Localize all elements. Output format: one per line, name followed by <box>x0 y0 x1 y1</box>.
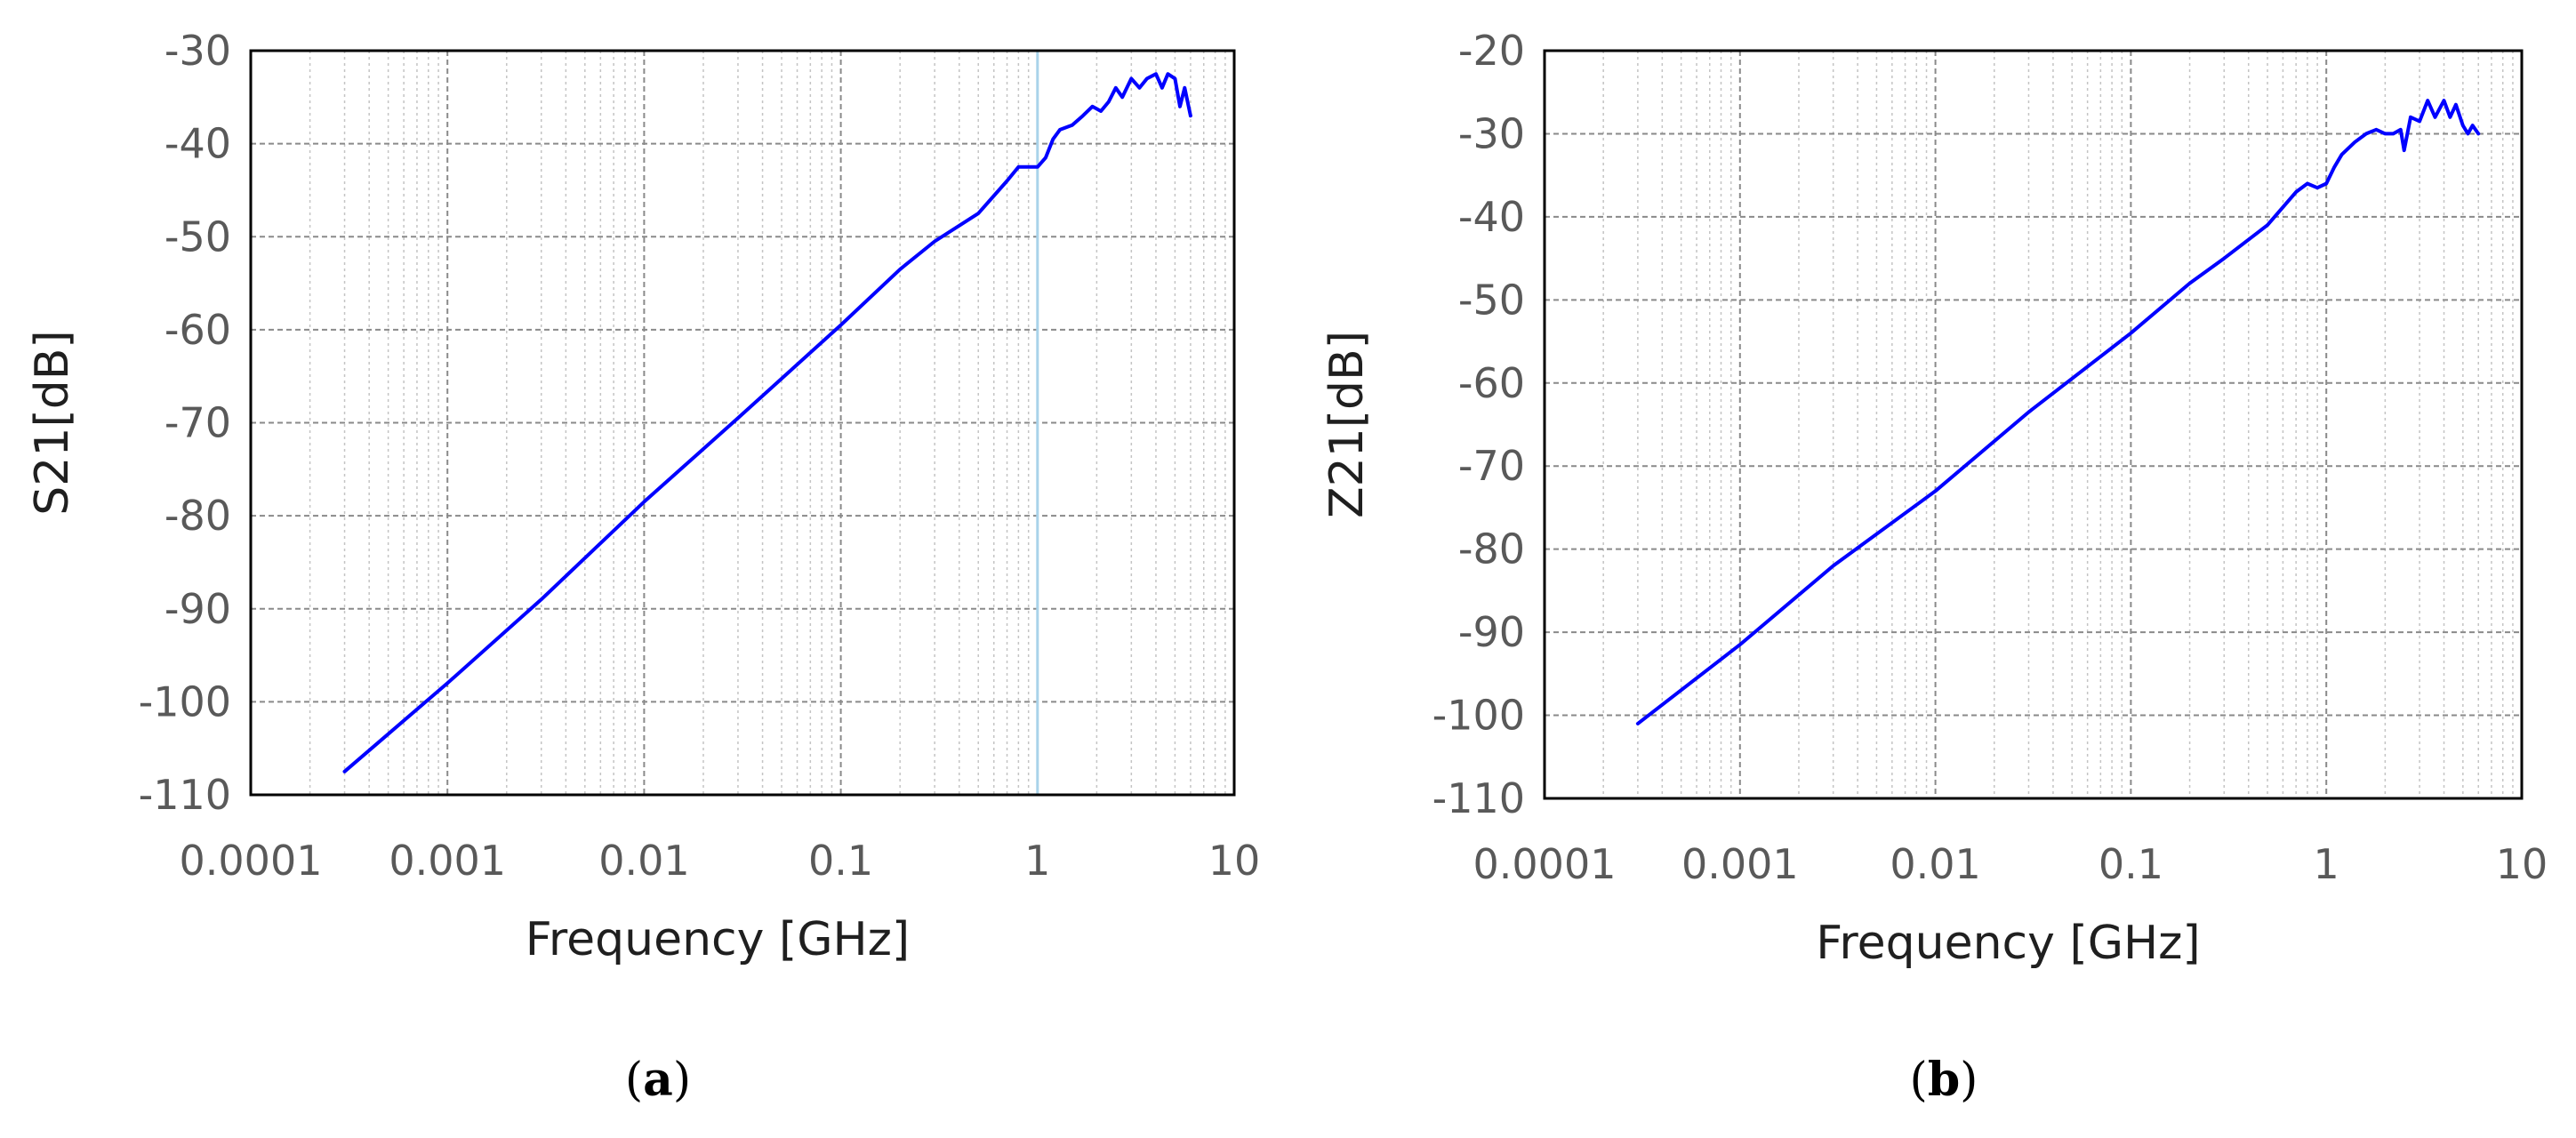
y-axis-title: S21[dB] <box>26 330 79 515</box>
plot-frame <box>1543 49 2524 800</box>
y-tick-label: -70 <box>165 399 231 447</box>
y-tick-label: -70 <box>1458 442 1525 490</box>
x-tick-label: 0.1 <box>2099 840 2163 888</box>
y-tick-label: -110 <box>1432 774 1525 822</box>
x-tick-label: 0.001 <box>1681 840 1799 888</box>
y-tick-label: -110 <box>139 771 231 819</box>
x-tick-label: 1 <box>1024 837 1050 885</box>
y-tick-label: -50 <box>165 212 231 260</box>
y-tick-label: -20 <box>1458 27 1525 75</box>
y-tick-label: -90 <box>1458 608 1525 656</box>
y-tick-label: -80 <box>1458 525 1525 573</box>
x-tick-label: 0.01 <box>1890 840 1980 888</box>
x-axis-title: Frequency [GHz] <box>1816 917 2200 970</box>
x-tick-label: 0.0001 <box>180 837 323 885</box>
y-tick-label: -80 <box>165 492 231 540</box>
series-line <box>342 72 1192 773</box>
x-tick-label: 0.0001 <box>1473 840 1617 888</box>
y-tick-label: -30 <box>1458 109 1525 157</box>
chart-panel-a: -30 -40 -50 -60 -70 -80 -90 -100 -110 0.0001 0.001… <box>26 27 1260 966</box>
y-tick-label: -60 <box>165 306 231 354</box>
y-tick-label: -90 <box>165 585 231 633</box>
x-tick-label: 1 <box>2314 840 2339 888</box>
series-line <box>1635 99 2481 725</box>
x-tick-label: 0.001 <box>389 837 506 885</box>
y-tick-label: -40 <box>1458 193 1525 241</box>
y-axis-title: Z21[dB] <box>1320 331 1374 518</box>
x-tick-label: 10 <box>1208 837 1261 885</box>
x-tick-label: 0.01 <box>598 837 689 885</box>
caption-b: (b) <box>1910 1053 1978 1107</box>
x-axis-title: Frequency [GHz] <box>526 913 910 966</box>
chart-panel-b: -20 -30 -40 -50 -60 -70 -80 -90 -100 -110 0.0001 0.… <box>1320 27 2548 970</box>
y-tick-label: -100 <box>1432 692 1525 740</box>
x-tick-label: 0.1 <box>808 837 873 885</box>
caption-a: (a) <box>625 1053 691 1107</box>
y-tick-label: -60 <box>1458 359 1525 407</box>
plot-frame <box>249 49 1236 797</box>
x-tick-label: 10 <box>2496 840 2548 888</box>
y-tick-label: -50 <box>1458 276 1525 324</box>
y-tick-label: -40 <box>165 120 231 168</box>
y-tick-label: -100 <box>139 677 231 725</box>
y-tick-label: -30 <box>165 27 231 75</box>
